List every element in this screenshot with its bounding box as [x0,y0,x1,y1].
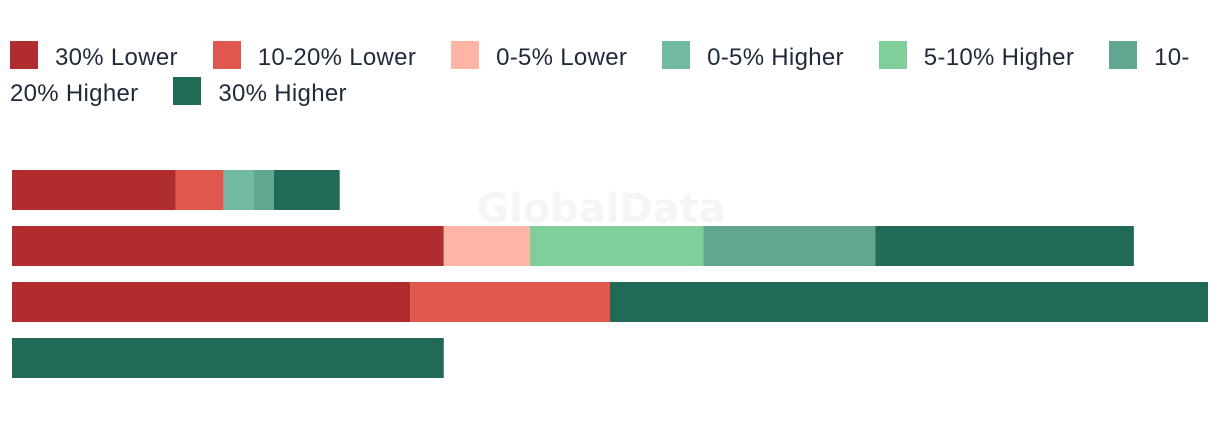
bar-segment[interactable] [12,226,444,266]
bar-row [12,282,1208,322]
legend-label: 10-20% Lower [257,44,417,71]
bar-row [12,226,1134,266]
chart-legend: 30% Lower 10-20% Lower 0-5% Lower 0-5% H… [10,40,1210,112]
bar-segment[interactable] [12,338,444,378]
legend-item[interactable]: 30% Higher [173,77,347,107]
legend-item[interactable]: 10-20% Lower [212,41,417,71]
legend-swatch [662,41,691,69]
legend-item[interactable]: 10-20% Higher [10,41,1190,107]
bar-segment[interactable] [273,170,340,210]
bar-segment[interactable] [175,170,224,210]
legend-swatch [10,41,38,69]
legend-swatch [878,41,907,69]
legend-item[interactable]: 30% Lower [10,41,178,71]
bar-segment[interactable] [12,170,176,210]
legend-swatch [451,41,480,69]
bar-segment[interactable] [703,226,876,266]
bar-segment[interactable] [875,226,1134,266]
bar-segment[interactable] [610,282,1208,322]
legend-swatch [1109,41,1138,69]
legend-label: 0-5% Higher [707,44,844,71]
legend-label: 0-5% Lower [496,44,628,71]
bar-row [12,170,340,210]
bar-segment[interactable] [410,282,610,322]
bar-segment[interactable] [253,170,274,210]
legend-item[interactable]: 0-5% Higher [662,41,844,71]
bar-row [12,338,444,378]
legend-label: 5-10% Higher [923,44,1075,71]
legend-label: 30% Lower [55,44,178,71]
bar-segment[interactable] [223,170,254,210]
bar-segment[interactable] [443,226,530,266]
legend-item[interactable]: 0-5% Lower [451,41,628,71]
legend-item[interactable]: 5-10% Higher [878,41,1075,71]
bar-segment[interactable] [12,282,411,322]
legend-swatch [173,77,202,105]
bar-segment[interactable] [529,226,704,266]
legend-swatch [212,41,241,69]
legend-label: 30% Higher [218,80,347,107]
legend-label: 10-20% Higher [10,44,1190,107]
